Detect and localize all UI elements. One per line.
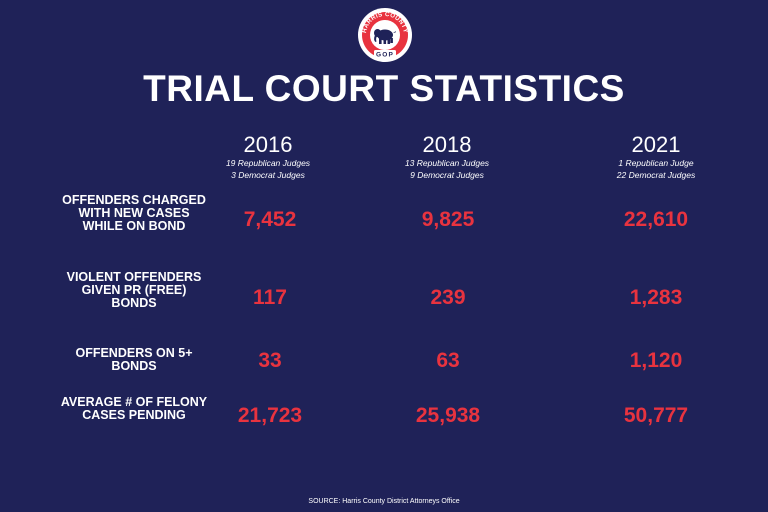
source-note: SOURCE: Harris County District Attorneys… bbox=[308, 498, 460, 505]
judges-democrat: 3 Democrat Judges bbox=[231, 170, 305, 180]
judges-republican: 19 Republican Judges bbox=[225, 158, 311, 168]
page-title: TRIAL COURT STATISTICS bbox=[143, 68, 625, 109]
year-label: 2018 bbox=[422, 132, 472, 157]
row-label-felony-cases-pending: AVERAGE # OF FELONY CASES PENDING bbox=[60, 395, 208, 422]
value-cell: 33 bbox=[258, 349, 282, 372]
row-label-five-plus-bonds: OFFENDERS ON 5+ BONDS bbox=[75, 346, 193, 373]
column-header-2018: 2018 13 Republican Judges 9 Democrat Jud… bbox=[357, 133, 537, 181]
value-cell: 7,452 bbox=[243, 208, 297, 231]
judges-republican: 1 Republican Judge bbox=[618, 158, 694, 168]
value-cell: 21,723 bbox=[237, 404, 303, 427]
column-header-2021: 2021 1 Republican Judge 22 Democrat Judg… bbox=[566, 133, 746, 181]
judges-democrat: 9 Democrat Judges bbox=[410, 170, 484, 180]
value-cell: 1,120 bbox=[629, 349, 683, 372]
value-cell: 239 bbox=[430, 286, 466, 309]
value-cell: 9,825 bbox=[421, 208, 475, 231]
year-label: 2021 bbox=[631, 132, 681, 157]
row-label-charged-on-bond: OFFENDERS CHARGED WITH NEW CASES WHILE O… bbox=[62, 193, 206, 233]
value-cell: 117 bbox=[253, 286, 287, 309]
value-cell: 22,610 bbox=[623, 208, 689, 231]
judges-democrat: 22 Democrat Judges bbox=[616, 170, 696, 180]
elephant-icon bbox=[374, 29, 396, 44]
harris-county-gop-logo: HARRIS COUNTY GOP bbox=[358, 8, 412, 62]
row-label-violent-pr-bonds: VIOLENT OFFENDERS GIVEN PR (FREE) BONDS bbox=[66, 270, 202, 310]
value-cell: 25,938 bbox=[415, 404, 481, 427]
logo-bottom-text: GOP bbox=[376, 52, 394, 59]
value-cell: 1,283 bbox=[629, 286, 683, 309]
value-cell: 50,777 bbox=[623, 404, 689, 427]
value-cell: 63 bbox=[436, 349, 460, 372]
year-label: 2016 bbox=[243, 132, 293, 157]
column-header-2016: 2016 19 Republican Judges 3 Democrat Jud… bbox=[178, 133, 358, 181]
judges-republican: 13 Republican Judges bbox=[404, 158, 490, 168]
